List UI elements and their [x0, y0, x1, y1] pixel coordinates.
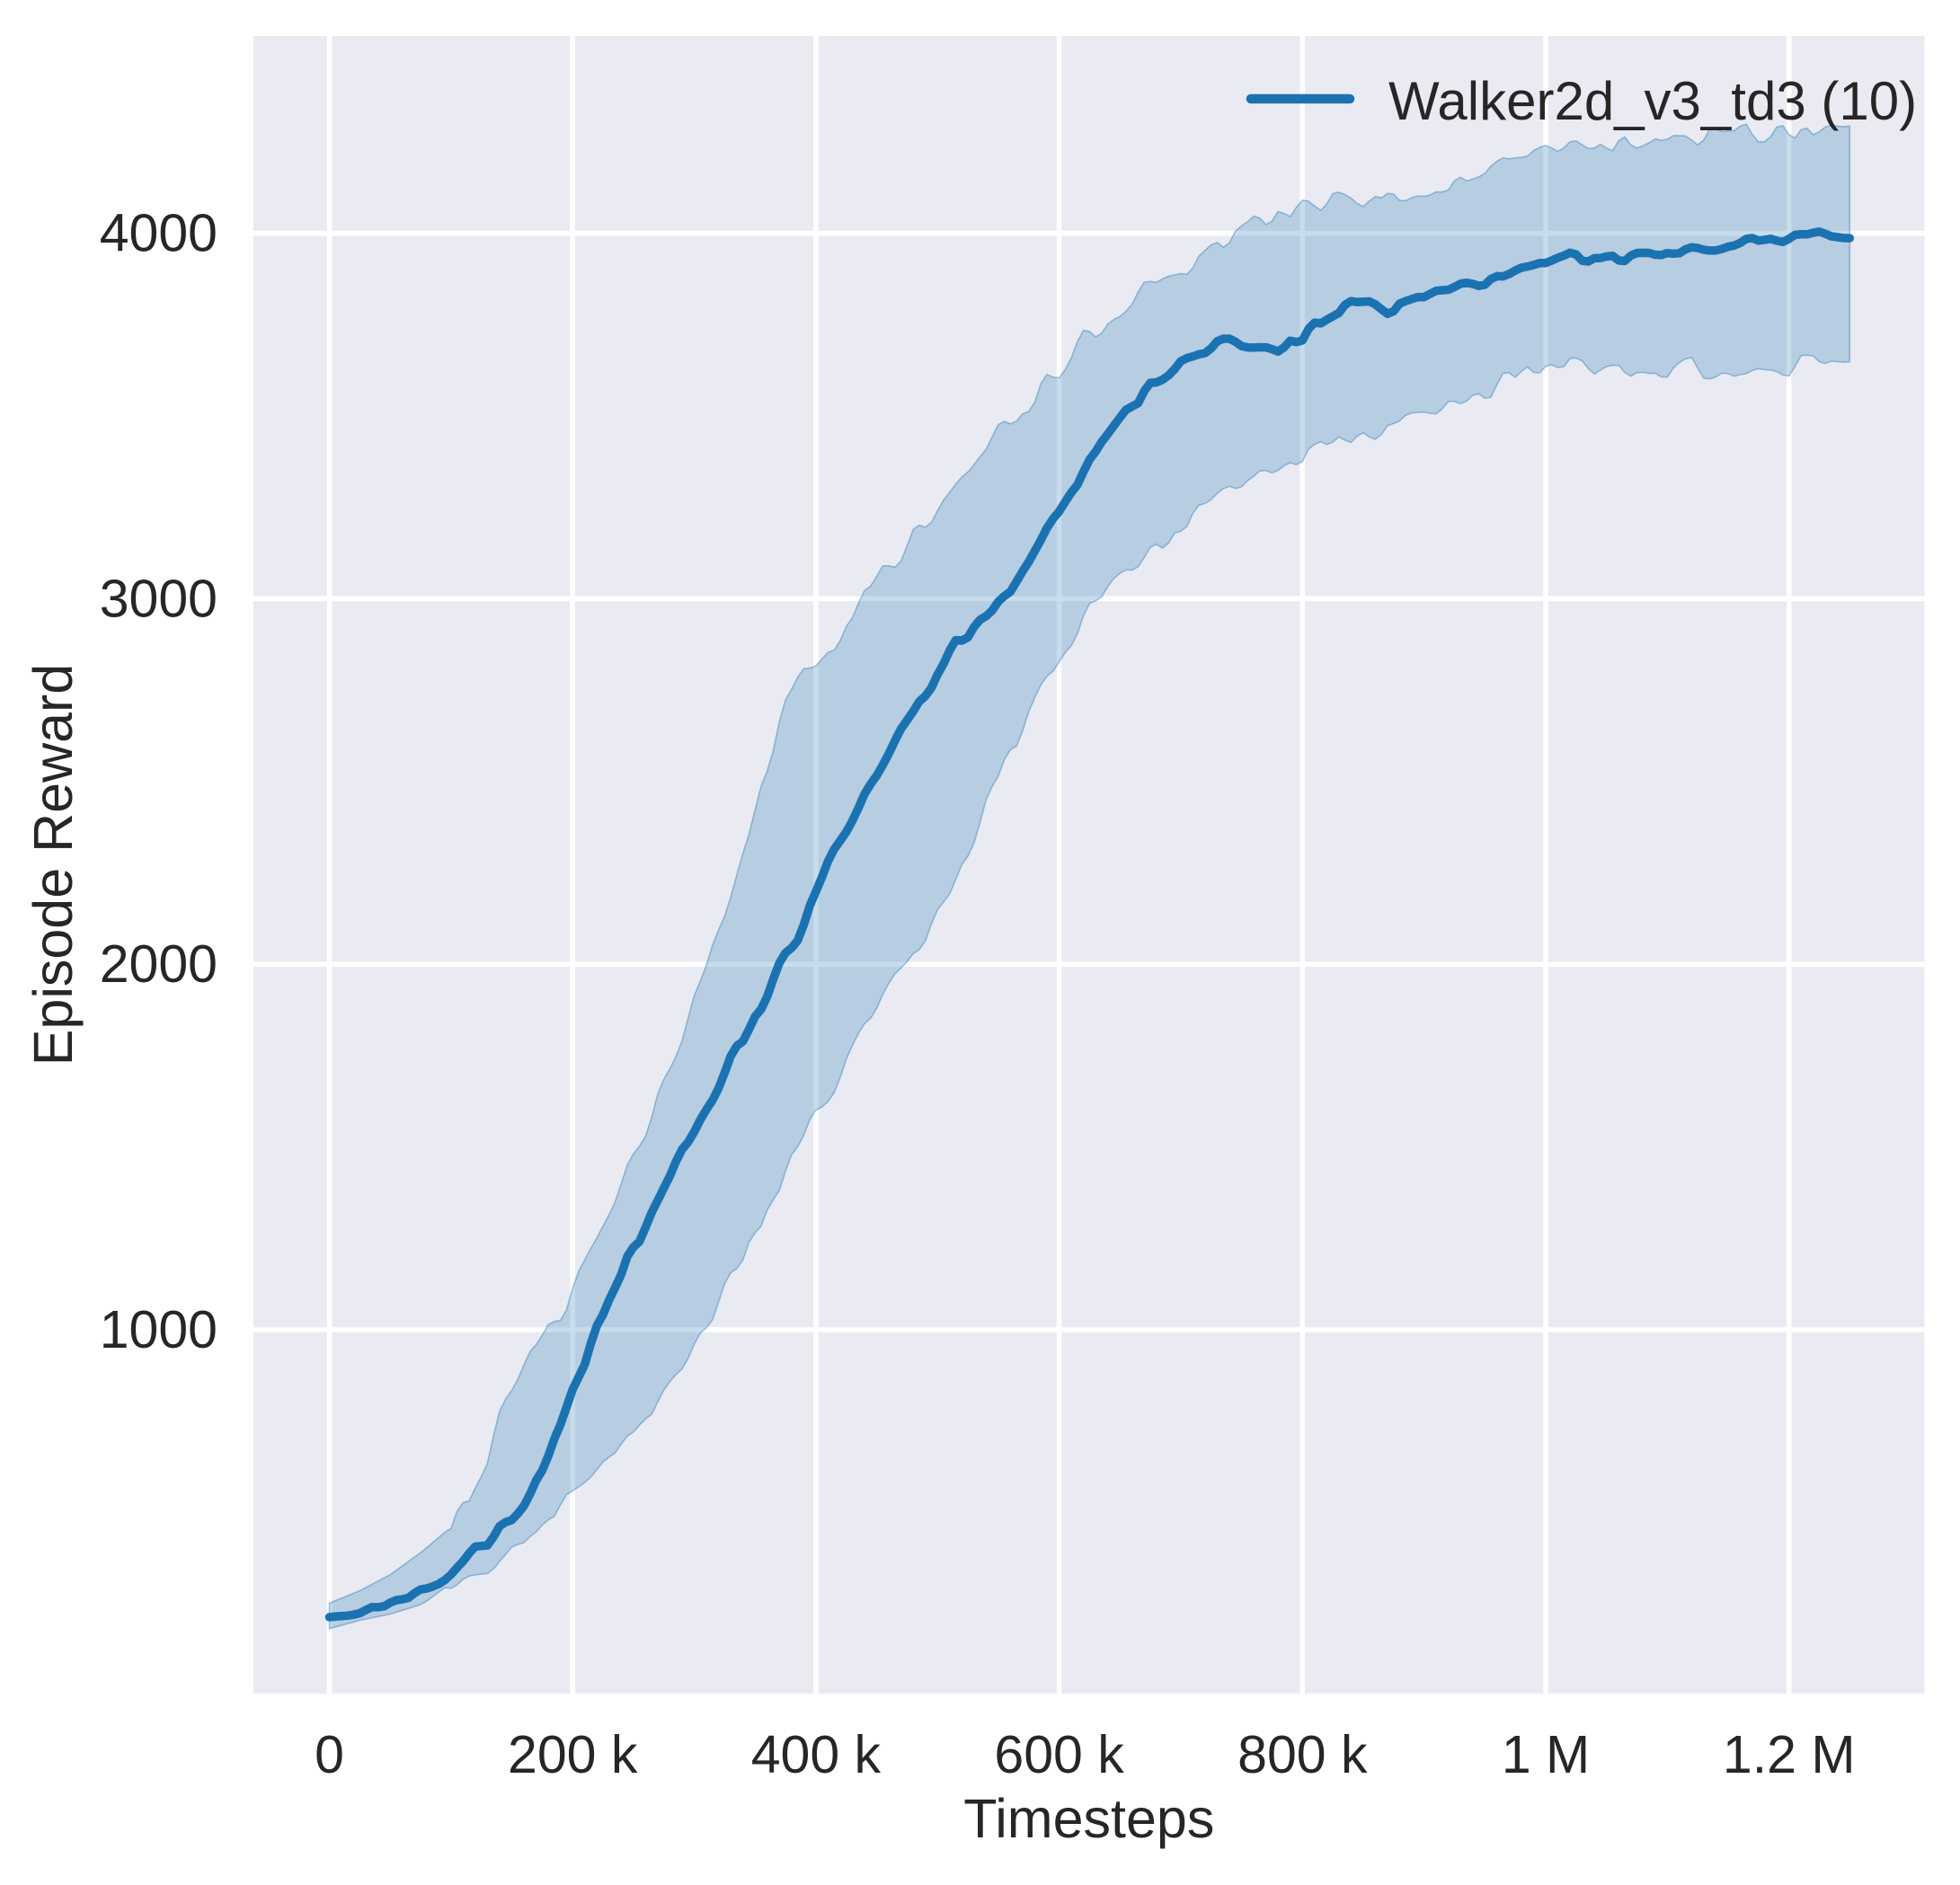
svg-text:2000: 2000: [100, 934, 217, 994]
svg-text:1000: 1000: [100, 1300, 217, 1359]
svg-text:4000: 4000: [100, 204, 217, 263]
svg-text:3000: 3000: [100, 569, 217, 628]
svg-text:1 M: 1 M: [1502, 1725, 1590, 1784]
svg-text:600 k: 600 k: [994, 1725, 1124, 1784]
svg-text:0: 0: [315, 1725, 344, 1784]
svg-text:800 k: 800 k: [1237, 1725, 1368, 1784]
svg-text:200 k: 200 k: [508, 1725, 638, 1784]
svg-text:Episode Reward: Episode Reward: [22, 664, 84, 1066]
svg-text:1.2 M: 1.2 M: [1723, 1725, 1856, 1784]
svg-text:400 k: 400 k: [751, 1725, 882, 1784]
svg-text:Timesteps: Timesteps: [963, 1788, 1214, 1849]
svg-text:Walker2d_v3_td3 (10): Walker2d_v3_td3 (10): [1388, 71, 1917, 131]
